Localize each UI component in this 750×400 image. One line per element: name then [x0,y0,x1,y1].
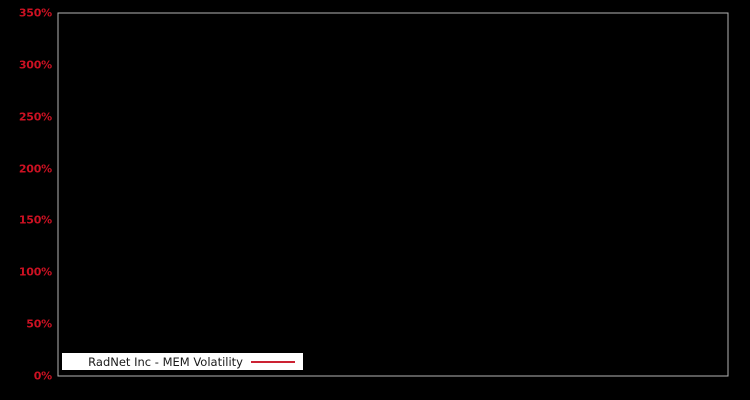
y-axis-tick-label: 350% [18,6,52,20]
chart-legend[interactable]: RadNet Inc - MEM Volatility [62,353,303,370]
y-axis-tick-label: 300% [18,58,52,72]
y-axis-tick-label: 0% [33,369,52,383]
plot-area-background [58,13,728,376]
legend-label-radnet-mem-volatility: RadNet Inc - MEM Volatility [88,354,243,369]
y-axis-tick-label: 50% [26,317,52,331]
y-axis-tick-label: 100% [18,265,52,279]
legend-line-sample [251,360,295,363]
plot-axes-frame [57,12,729,377]
y-axis-tick-label: 150% [18,213,52,227]
y-axis-tick-label: 200% [18,162,52,176]
y-axis-tick-label: 250% [18,110,52,124]
